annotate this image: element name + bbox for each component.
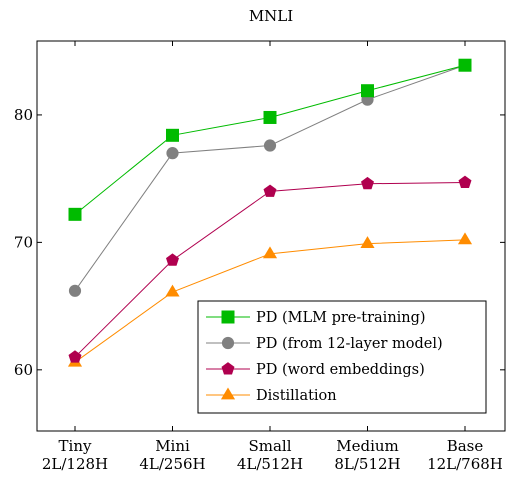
legend-marker xyxy=(221,310,235,324)
y-axis: 60 70 80 xyxy=(14,106,505,379)
legend-marker xyxy=(220,387,236,400)
x-tick-label: 4L/512H xyxy=(237,455,303,473)
data-point xyxy=(458,175,472,188)
data-point xyxy=(262,246,278,259)
x-tick-label: Medium xyxy=(336,437,399,455)
data-point xyxy=(360,236,375,249)
data-point xyxy=(458,58,472,72)
data-point xyxy=(361,176,374,190)
x-tick-label: 2L/128H xyxy=(42,455,108,473)
chart-title: MNLI xyxy=(249,7,293,25)
series-layer xyxy=(67,58,473,367)
data-point xyxy=(165,284,180,297)
y-tick-label: 60 xyxy=(14,361,33,379)
y-tick-label: 70 xyxy=(14,233,33,251)
data-point xyxy=(68,350,82,363)
y-tick-label: 80 xyxy=(14,106,33,124)
legend-label: PD (MLM pre-training) xyxy=(256,310,426,326)
x-tick-label: Tiny xyxy=(59,437,92,455)
legend-marker xyxy=(221,336,235,350)
x-tick-label: Small xyxy=(248,437,291,455)
data-point xyxy=(263,139,277,152)
series-pentagon xyxy=(68,175,472,363)
x-tick-label: 12L/768H xyxy=(427,455,503,473)
series-circle xyxy=(68,59,472,297)
data-point xyxy=(263,110,277,124)
legend-label: PD (from 12-layer model) xyxy=(256,336,443,352)
data-point xyxy=(263,184,277,197)
data-point xyxy=(166,253,179,266)
x-tick-label: 4L/256H xyxy=(139,455,205,473)
series-square xyxy=(68,58,472,221)
data-point xyxy=(166,147,179,160)
data-point xyxy=(361,84,374,98)
data-point xyxy=(457,232,473,245)
x-tick-label: Mini xyxy=(155,437,190,455)
legend-label: Distillation xyxy=(256,388,337,404)
x-tick-label: 8L/512H xyxy=(334,455,400,473)
legend-label: PD (word embeddings) xyxy=(256,362,425,378)
legend-box xyxy=(197,300,487,414)
legend-marker xyxy=(221,362,235,375)
data-point xyxy=(68,207,82,221)
data-point xyxy=(166,128,179,142)
x-tick-label: Base xyxy=(447,437,484,455)
data-point xyxy=(68,284,82,297)
plot-area xyxy=(36,40,506,432)
legend: PD (MLM pre-training) PD (from 12-layer m… xyxy=(197,300,487,414)
